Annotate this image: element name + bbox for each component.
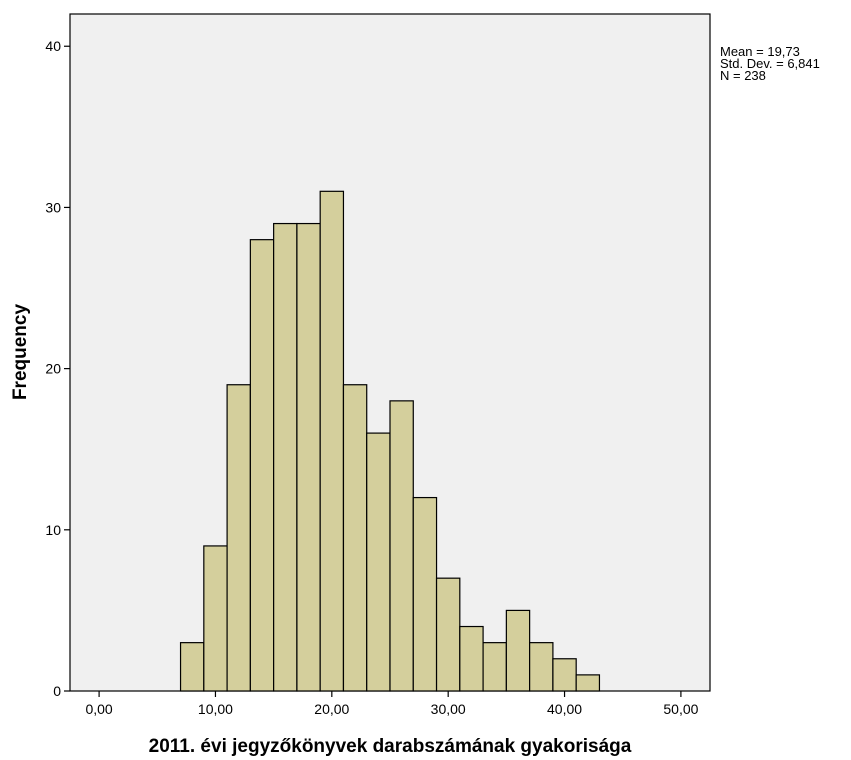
y-axis-title: Frequency	[10, 304, 31, 401]
histogram-bar-16	[552, 658, 577, 692]
stat-std-dev: Std. Dev. = 6,841	[720, 56, 820, 71]
histogram-bar-8	[366, 432, 391, 692]
x-tick-label-3: 30,00	[431, 701, 466, 717]
y-axis: 0 10 20 30 40	[45, 38, 70, 699]
x-axis: 0,00 10,00 20,00 30,00 40,00 50,00	[85, 691, 699, 717]
histogram-bar-3	[249, 239, 275, 692]
histogram-bar-15	[529, 642, 554, 692]
histogram-bar-11	[435, 577, 461, 692]
histogram-bar-17	[575, 674, 601, 692]
histogram-bar-5	[296, 222, 321, 692]
stat-n: N = 238	[720, 68, 766, 83]
histogram-bar-6	[319, 190, 345, 692]
y-tick-label-1: 10	[45, 522, 61, 538]
x-tick-label-0: 0,00	[85, 701, 112, 717]
stat-mean: Mean = 19,73	[720, 44, 800, 59]
x-tick-label-1: 10,00	[198, 701, 233, 717]
histogram-bar-4	[273, 222, 298, 692]
x-axis-title: 2011. évi jegyzőkönyvek darabszámának gy…	[149, 736, 632, 757]
y-tick-label-0: 0	[53, 683, 61, 699]
x-tick-label-5: 50,00	[663, 701, 698, 717]
histogram-bar-9	[389, 400, 414, 692]
histogram-bar-1	[203, 545, 228, 692]
histogram-bar-0	[179, 642, 205, 692]
histogram-bar-13	[482, 642, 507, 692]
histogram-bar-12	[459, 625, 484, 692]
bars-group	[179, 190, 601, 692]
y-tick-label-3: 30	[45, 199, 61, 215]
histogram-bar-14	[505, 609, 531, 692]
y-tick-label-4: 40	[45, 38, 61, 54]
histogram-bar-7	[342, 384, 368, 692]
y-tick-label-2: 20	[45, 361, 61, 377]
x-tick-label-2: 20,00	[314, 701, 349, 717]
histogram-bar-2	[226, 384, 251, 692]
histogram-bar-10	[412, 496, 438, 692]
x-tick-label-4: 40,00	[547, 701, 582, 717]
stats-box: Mean = 19,73 Std. Dev. = 6,841 N = 238	[720, 44, 820, 83]
